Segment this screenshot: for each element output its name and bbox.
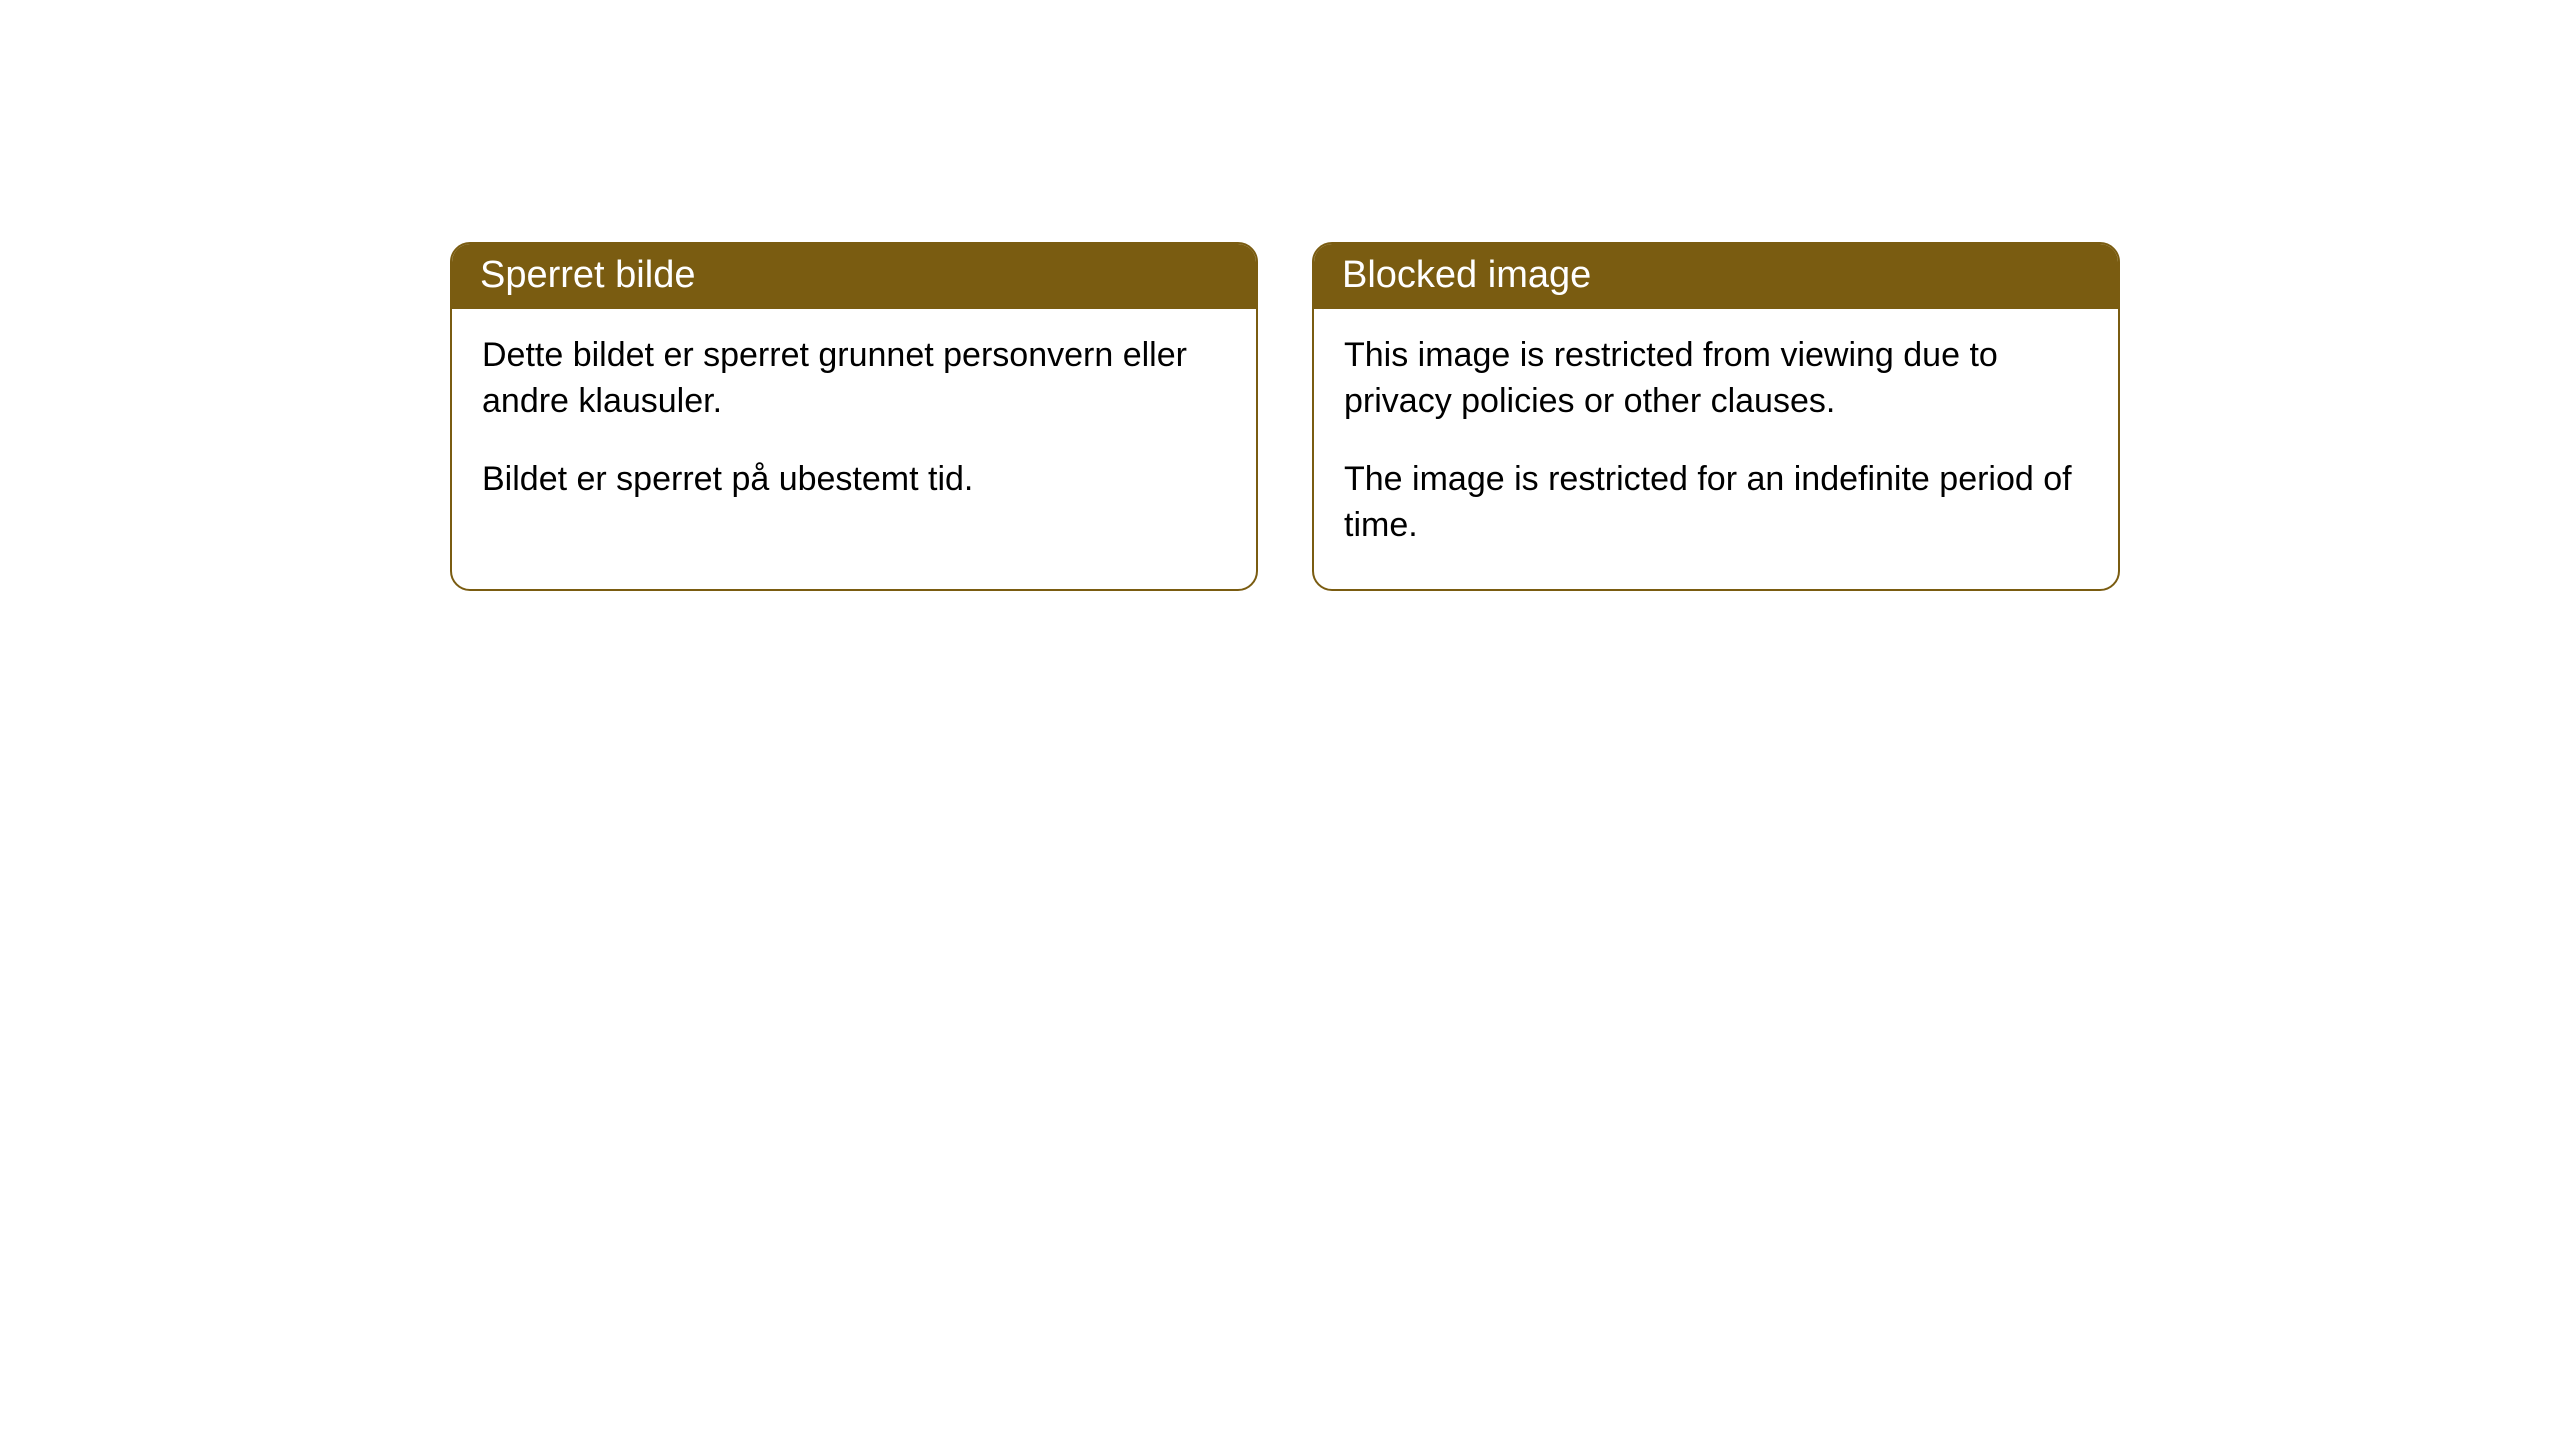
info-box-paragraph: Dette bildet er sperret grunnet personve… [482, 333, 1226, 425]
info-box-header: Sperret bilde [452, 244, 1256, 309]
info-box-paragraph: This image is restricted from viewing du… [1344, 333, 2088, 425]
info-box-norwegian: Sperret bilde Dette bildet er sperret gr… [450, 242, 1258, 591]
info-box-body: Dette bildet er sperret grunnet personve… [452, 309, 1256, 543]
info-boxes-container: Sperret bilde Dette bildet er sperret gr… [450, 242, 2120, 591]
info-box-english: Blocked image This image is restricted f… [1312, 242, 2120, 591]
info-box-header: Blocked image [1314, 244, 2118, 309]
info-box-body: This image is restricted from viewing du… [1314, 309, 2118, 589]
info-box-paragraph: Bildet er sperret på ubestemt tid. [482, 457, 1226, 503]
info-box-paragraph: The image is restricted for an indefinit… [1344, 457, 2088, 549]
